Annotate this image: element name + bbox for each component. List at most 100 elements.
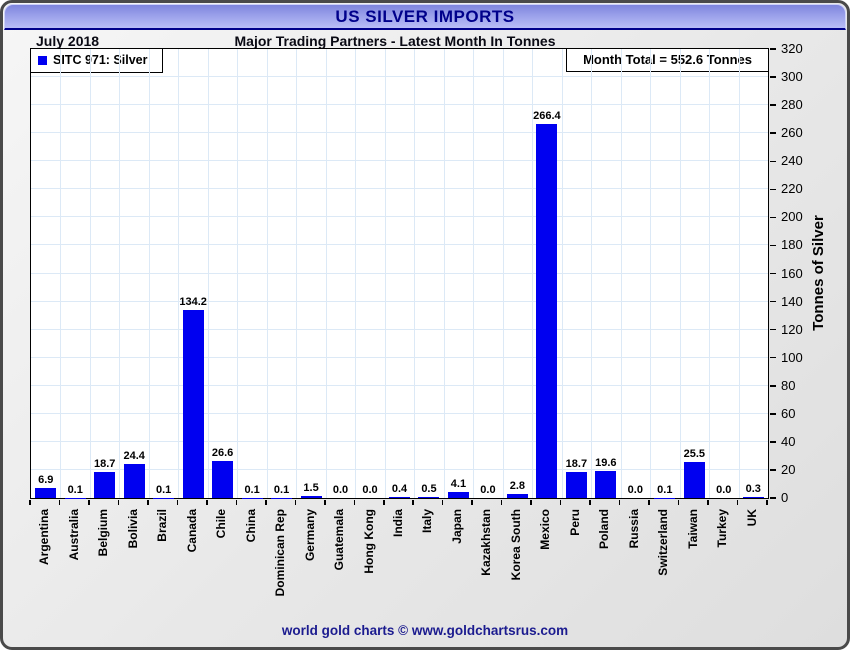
y-tick (770, 104, 776, 106)
y-tick-label: 20 (781, 461, 796, 477)
bar (565, 471, 587, 498)
bar-value-label: 0.1 (67, 483, 83, 496)
h-gridline (31, 272, 768, 274)
v-gridline (473, 49, 475, 498)
bar-value-label: 0.1 (657, 483, 673, 496)
x-tick-label: Belgium (96, 509, 111, 557)
y-tick-label: 80 (781, 377, 796, 393)
v-gridline (591, 49, 593, 498)
v-gridline (443, 49, 445, 498)
v-gridline (709, 49, 711, 498)
x-tick-label: Brazil (155, 509, 170, 542)
bar-value-label: 0.1 (273, 483, 290, 496)
bar (182, 309, 204, 498)
x-tick (206, 500, 208, 505)
bar-value-label: 0.3 (745, 483, 761, 495)
legend-marker-icon (38, 55, 47, 65)
y-tick (770, 441, 776, 443)
x-tick-label: Argentina (37, 509, 52, 566)
bar-value-label: 2.8 (509, 480, 526, 493)
y-tick (770, 497, 776, 499)
legend-label: SITC 971: Silver (53, 53, 148, 67)
bar (447, 492, 469, 498)
x-tick-label: Russia (626, 509, 641, 549)
x-tick (500, 500, 503, 505)
x-tick (648, 500, 650, 505)
x-tick (265, 500, 267, 505)
bar-value-label: 1.5 (303, 481, 319, 494)
y-tick (770, 132, 776, 134)
bar (123, 463, 145, 498)
x-tick (117, 500, 120, 505)
chart-subtitle: Major Trading Partners - Latest Month In… (234, 33, 556, 49)
x-tick-label: Dominican Rep (273, 509, 288, 597)
x-tick-label: India (391, 509, 405, 538)
page-title: US SILVER IMPORTS (335, 7, 515, 26)
h-gridline (31, 160, 768, 162)
y-tick-label: 60 (781, 405, 796, 421)
y-tick (770, 188, 776, 191)
h-gridline (31, 412, 768, 414)
x-tick-label: Japan (449, 509, 464, 544)
bar-value-label: 266.4 (533, 110, 561, 123)
bar (418, 497, 440, 498)
v-gridline (414, 49, 416, 498)
x-tick (88, 500, 90, 505)
v-gridline (266, 49, 268, 498)
h-gridline (31, 216, 768, 218)
bar-value-label: 0.0 (627, 484, 643, 496)
bar-value-label: 0.1 (244, 483, 260, 496)
x-tick (324, 500, 326, 505)
v-gridline (237, 49, 239, 498)
bar (742, 497, 764, 498)
bar-value-label: 25.5 (683, 448, 705, 461)
x-tick-label: Italy (420, 509, 435, 534)
x-tick (736, 500, 739, 505)
y-tick-label: 160 (781, 265, 803, 281)
y-tick (770, 385, 776, 387)
x-tick (294, 500, 297, 505)
v-gridline (89, 49, 91, 498)
h-gridline (31, 356, 768, 358)
bar-value-label: 19.6 (595, 456, 617, 469)
bar-value-label: 134.2 (179, 295, 207, 308)
bar (300, 495, 322, 498)
x-tick-label: Poland (597, 509, 612, 550)
y-tick-label: 140 (781, 293, 803, 309)
bar-value-label: 0.0 (332, 484, 349, 496)
y-axis: 0 20 40 60 80 100 120 140 160 180 200 220 240 260 280 3… (770, 41, 847, 505)
y-tick (770, 328, 776, 331)
bar (35, 488, 57, 498)
v-gridline (650, 49, 652, 498)
x-tick (766, 500, 768, 505)
period-label: July 2018 (36, 33, 100, 49)
x-tick (383, 500, 385, 505)
footer-credit: world gold charts © www.goldchartsrus.co… (281, 623, 569, 638)
y-tick-label: 100 (781, 349, 803, 365)
x-tick-label: Canada (184, 509, 199, 553)
x-tick (412, 500, 414, 505)
x-tick (618, 500, 621, 505)
h-gridline (31, 328, 768, 330)
x-tick (471, 500, 473, 505)
y-tick-label: 0 (781, 490, 789, 505)
bar-value-label: 6.9 (38, 474, 54, 487)
x-tick-label: Guatemala (332, 509, 347, 571)
y-tick (770, 272, 776, 275)
x-tick (147, 500, 149, 505)
v-gridline (296, 49, 298, 498)
bar-value-label: 0.0 (362, 484, 378, 496)
x-tick (353, 500, 356, 505)
bar-value-label: 4.1 (450, 478, 467, 491)
x-tick-label: Hong Kong (361, 509, 376, 574)
bar (389, 497, 410, 498)
y-tick (770, 244, 776, 247)
y-tick-label: 320 (781, 41, 803, 56)
h-gridline (31, 104, 768, 106)
x-axis: Argentina Australia Belgium Bolivia Brazil Ca… (29, 500, 770, 625)
v-gridline (561, 49, 563, 498)
y-tick-label: 200 (781, 209, 803, 225)
y-tick-label: 220 (781, 181, 803, 197)
